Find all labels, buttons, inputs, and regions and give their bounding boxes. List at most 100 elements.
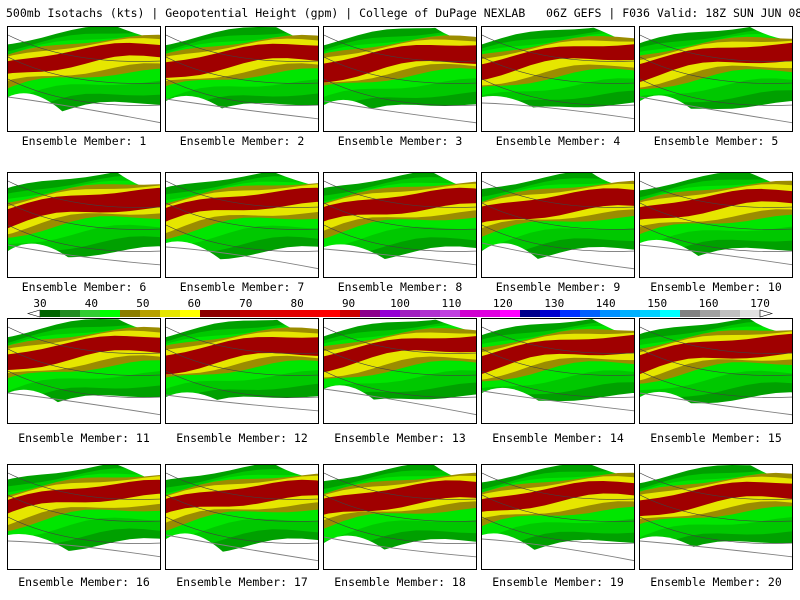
political-border [8,392,160,416]
ensemble-member-label: Ensemble Member: 12 [176,431,308,445]
ensemble-member-label: Ensemble Member: 5 [653,134,779,148]
height-contour [324,326,476,354]
height-contour [482,370,634,398]
jet-core-80kt [166,337,318,375]
calm-region [482,243,552,277]
political-border [324,100,476,124]
colorbar-tick-label: 170 [750,297,770,310]
colorbar-segment [540,310,561,317]
height-contour [482,326,634,354]
ensemble-panel [481,318,635,424]
colorbar-segment [60,310,81,317]
political-border [640,540,792,558]
height-contour [482,472,634,500]
colorbar-segment [400,310,421,317]
height-contour [8,494,160,522]
colorbar-segment [180,310,201,317]
isotach-map [482,465,634,569]
height-contour [482,34,634,62]
colorbar-segment [720,310,741,317]
calm-region [592,27,634,47]
height-contour [324,202,476,230]
ensemble-panel [481,26,635,132]
height-contour [166,326,318,354]
colorbar-tick-label: 80 [290,297,304,310]
colorbar-segment [260,310,281,317]
colorbar-tick-label: 60 [187,297,201,310]
calm-region [737,403,792,423]
calm-region [263,115,318,131]
jet-core-80kt [640,333,792,375]
political-border [482,538,634,562]
height-contour [324,224,476,252]
colorbar-tick-label: 50 [136,297,150,310]
colorbar-segment [140,310,161,317]
height-contour [482,224,634,252]
calm-region [750,173,792,193]
colorbar-segment [640,310,661,317]
ensemble-member-label: Ensemble Member: 19 [492,575,624,589]
map-title: 500mb Isotachs (kts) | Geopotential Heig… [6,6,800,20]
isotach-map [166,465,318,569]
political-border [482,102,634,120]
calm-region [482,387,552,423]
ensemble-member-label: Ensemble Member: 15 [650,431,782,445]
ensemble-member-label: Ensemble Member: 4 [495,134,621,148]
colorbar-segment [300,310,321,317]
ensemble-panel [481,172,635,278]
jet-core-80kt [640,42,792,82]
calm-region [482,96,552,131]
height-contour [166,370,318,398]
height-contour [8,516,160,544]
ensemble-member-label: Ensemble Member: 16 [18,575,150,589]
calm-region [105,548,160,569]
political-border [640,96,792,124]
calm-region [738,262,792,277]
isotach-map [482,173,634,277]
colorbar-segment [660,310,681,317]
calm-region [105,404,160,423]
colorbar-tick-label: 150 [647,297,668,310]
colorbar-tick-label: 90 [341,297,356,310]
height-contour [166,494,318,522]
calm-region [8,534,78,569]
height-contour [8,326,160,354]
colorbar-segment [200,310,221,317]
isotach-map [166,27,318,131]
height-contour [324,78,476,106]
ensemble-member-label: Ensemble Member: 20 [650,575,782,589]
ensemble-member-label: Ensemble Member: 1 [21,134,147,148]
ensemble-member-label: Ensemble Member: 3 [337,134,463,148]
jet-core-80kt [324,480,476,515]
colorbar-segment [620,310,641,317]
height-contour [482,78,634,106]
calm-region [737,116,792,131]
ensemble-panel [639,172,793,278]
calm-region [8,93,78,131]
calm-region [640,95,710,131]
colorbar-tick-label: 110 [441,297,462,310]
calm-region [8,243,78,277]
height-contour [8,56,160,84]
jet-core-80kt [640,481,792,517]
ensemble-member-label: Ensemble Member: 9 [495,280,621,294]
colorbar-segment [240,310,261,317]
isotach-map [324,465,476,569]
jet-core-80kt [8,479,160,514]
isotach-map [482,319,634,423]
isotach-map [324,319,476,423]
ensemble-panel [323,464,477,570]
height-contour [640,180,792,208]
ensemble-panel [323,318,477,424]
jet-core-80kt [324,336,476,373]
height-contour [324,370,476,398]
height-contour [640,516,792,544]
height-contour [8,348,160,376]
colorbar-segment [120,310,141,317]
calm-region [421,256,476,277]
political-border [8,96,160,124]
isotach-map [482,27,634,131]
isotach-map [324,173,476,277]
ensemble-panel [165,26,319,132]
ensemble-panel [323,26,477,132]
